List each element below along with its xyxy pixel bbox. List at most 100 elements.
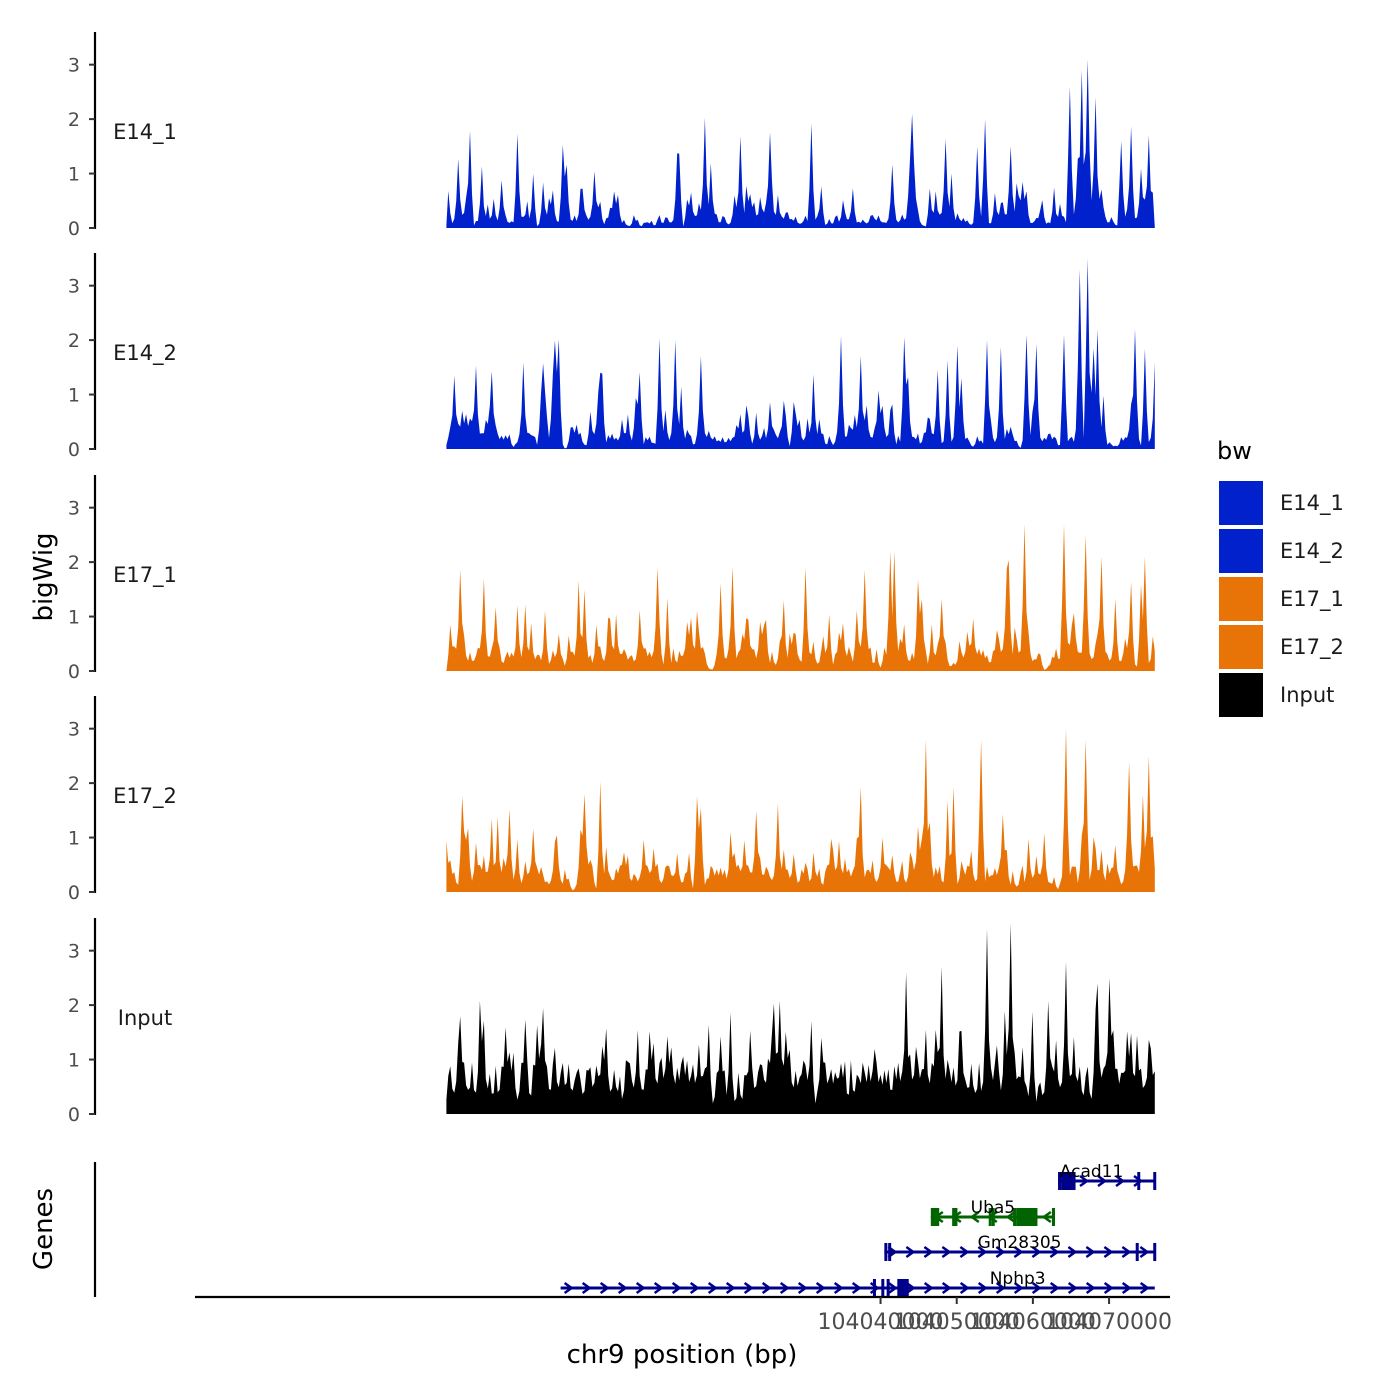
strand-chevron <box>995 1245 1006 1259</box>
coverage-area-input <box>446 923 1155 1114</box>
strand-chevron <box>1067 1245 1078 1259</box>
exon <box>930 1208 940 1226</box>
strand-chevron <box>995 1281 1006 1295</box>
legend-entry-input: Input <box>1219 673 1334 717</box>
strand-chevron <box>1139 1281 1150 1295</box>
strand-chevron <box>1013 1281 1024 1295</box>
y-tick-label: 3 <box>68 941 80 963</box>
y-axis-title: bigWig <box>29 532 59 621</box>
strand-chevron <box>1085 1281 1096 1295</box>
legend-entry-e14-2: E14_2 <box>1219 529 1344 573</box>
gene-label: Gm28305 <box>978 1233 1062 1253</box>
legend-label: E14_2 <box>1280 539 1344 564</box>
track-label: E14_2 <box>113 341 177 366</box>
coverage-area-e14-1 <box>446 59 1155 229</box>
strand-chevron <box>1049 1245 1060 1259</box>
strand-chevron <box>1031 1245 1042 1259</box>
gene-nphp3: Nphp3 <box>560 1269 1155 1297</box>
strand-chevron <box>1079 1174 1090 1188</box>
strand-chevron <box>1103 1245 1114 1259</box>
y-tick-label: 3 <box>68 55 80 77</box>
strand-chevron <box>923 1245 934 1259</box>
track-label: Input <box>118 1006 172 1030</box>
strand-chevron <box>833 1281 844 1295</box>
legend-entry-e17-1: E17_1 <box>1219 577 1344 621</box>
legend-label: E17_1 <box>1280 587 1344 612</box>
genes-axis-title: Genes <box>29 1188 59 1270</box>
gene-label: Nphp3 <box>990 1269 1046 1289</box>
coverage-tracks: 0 1 2 3 E14_1 0 1 2 3 E14_2 0 1 2 3 E17_1 0 1 2 3 E17_2 0 1 2 3… <box>68 32 1155 1126</box>
exon <box>884 1243 888 1261</box>
exon <box>1061 1172 1076 1190</box>
legend-title: bw <box>1217 437 1252 465</box>
gene-label: Uba5 <box>971 1198 1015 1218</box>
legend-key <box>1219 529 1263 573</box>
strand-chevron <box>779 1281 790 1295</box>
track-e14-1: 0 1 2 3 E14_1 <box>68 32 1155 240</box>
y-tick-label: 1 <box>68 164 80 186</box>
legend-key <box>1219 625 1263 669</box>
y-tick-label: 2 <box>68 109 80 131</box>
legend-items: E14_1 E14_2 E17_1 E17_2 Input <box>1219 481 1344 717</box>
strand-chevron <box>1049 1281 1060 1295</box>
strand-chevron <box>969 1210 980 1224</box>
strand-chevron <box>905 1281 916 1295</box>
strand-chevron <box>959 1281 970 1295</box>
track-label: E14_1 <box>113 120 177 145</box>
legend-label: E17_2 <box>1280 635 1344 660</box>
y-tick-label: 0 <box>68 882 80 904</box>
track-e17-2: 0 1 2 3 E17_2 <box>68 696 1155 904</box>
strand-chevron <box>617 1281 628 1295</box>
x-tick-label: 104060000 <box>970 1310 1096 1335</box>
strand-chevron <box>743 1281 754 1295</box>
x-axis-title: chr9 position (bp) <box>567 1340 798 1370</box>
strand-chevron <box>815 1281 826 1295</box>
gene-models: Acad11 Uba5 Gm28305 Nphp3 <box>560 1162 1157 1297</box>
strand-chevron <box>851 1281 862 1295</box>
gene-acad11: Acad11 <box>1058 1162 1157 1190</box>
y-tick-label: 2 <box>68 330 80 352</box>
y-tick-label: 2 <box>68 995 80 1017</box>
exon <box>991 1208 995 1226</box>
strand-chevron <box>923 1281 934 1295</box>
strand-chevron <box>977 1245 988 1259</box>
y-tick-label: 1 <box>68 828 80 850</box>
legend-key <box>1219 673 1263 717</box>
exon <box>1153 1172 1157 1190</box>
strand-chevron <box>653 1281 664 1295</box>
exon <box>886 1279 890 1297</box>
x-tick-label: 104070000 <box>1046 1310 1172 1335</box>
strand-chevron <box>1133 1174 1144 1188</box>
exon <box>1051 1208 1055 1226</box>
legend-entry-e14-1: E14_1 <box>1219 481 1344 525</box>
strand-chevron <box>941 1245 952 1259</box>
coverage-area-e17-1 <box>446 524 1155 671</box>
track-e17-1: 0 1 2 3 E17_1 <box>68 475 1155 683</box>
strand-chevron <box>1013 1245 1024 1259</box>
exon <box>888 1243 892 1261</box>
strand-chevron <box>905 1245 916 1259</box>
y-tick-label: 1 <box>68 1050 80 1072</box>
exon <box>1016 1208 1038 1226</box>
exon <box>872 1279 876 1297</box>
exon <box>952 1208 956 1226</box>
strand-chevron <box>977 1281 988 1295</box>
y-tick-label: 1 <box>68 607 80 629</box>
strand-chevron <box>761 1281 772 1295</box>
exon <box>1137 1172 1141 1190</box>
legend-key <box>1219 481 1263 525</box>
gene-label: Acad11 <box>1060 1162 1124 1182</box>
x-tick-label: 104050000 <box>894 1310 1020 1335</box>
genes-panel: Genes Acad11 Uba5 Gm28305 Nphp3 <box>29 1162 1157 1297</box>
y-tick-label: 2 <box>68 773 80 795</box>
strand-chevron <box>1031 1281 1042 1295</box>
strand-chevron <box>1067 1281 1078 1295</box>
strand-chevron <box>671 1281 682 1295</box>
legend-entry-e17-2: E17_2 <box>1219 625 1344 669</box>
strand-chevron <box>797 1281 808 1295</box>
coverage-area-e17-2 <box>446 728 1155 892</box>
y-tick-label: 3 <box>68 498 80 520</box>
strand-chevron <box>635 1281 646 1295</box>
strand-chevron <box>1085 1245 1096 1259</box>
